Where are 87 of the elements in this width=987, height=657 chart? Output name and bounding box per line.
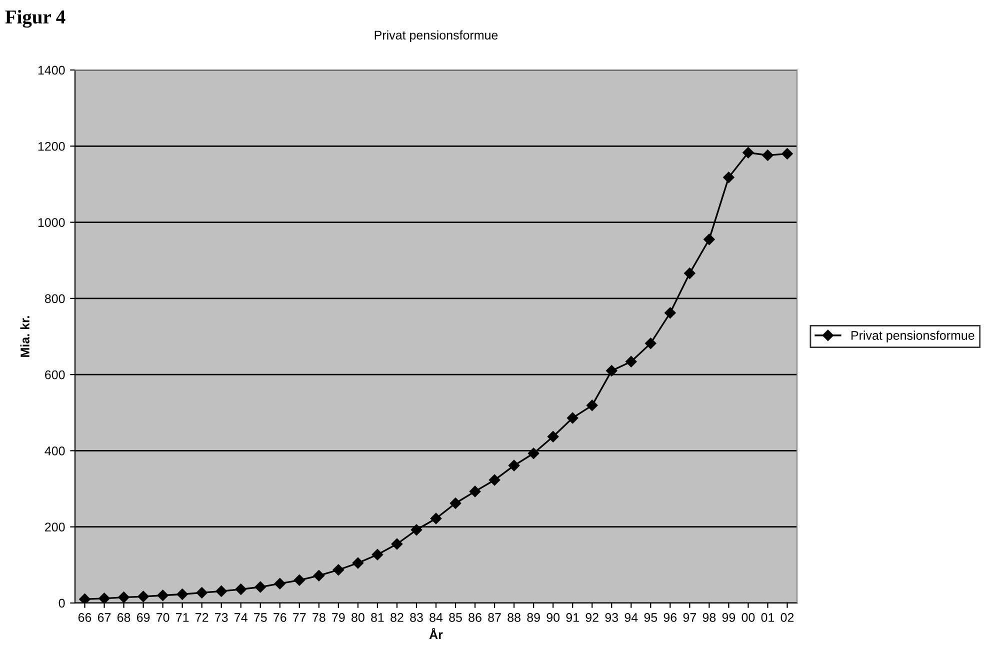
point	[684, 268, 696, 279]
y-tick-label: 800	[44, 294, 65, 304]
x-tick-label: 69	[136, 613, 150, 622]
point	[723, 172, 734, 183]
x-tick-label: 66	[78, 613, 92, 622]
point	[254, 581, 266, 593]
y-tick-label: 1400	[38, 66, 65, 75]
x-tick-label: 93	[605, 613, 618, 622]
point	[138, 590, 149, 602]
point	[488, 474, 500, 486]
x-tick-label: 92	[586, 613, 598, 622]
x-tick-label: 88	[508, 613, 520, 622]
point	[332, 564, 344, 576]
y-tick-label: 400	[44, 446, 65, 456]
legend-label: Privat pensionsformue	[851, 330, 974, 342]
x-tick-label: 74	[234, 613, 248, 622]
x-tick-label: 91	[566, 613, 579, 622]
point	[626, 356, 637, 368]
x-tick-label: 83	[410, 613, 423, 622]
y-tick-label: 600	[45, 370, 65, 380]
text: Figur 4	[5, 10, 66, 28]
point	[450, 498, 462, 509]
point	[79, 594, 90, 603]
x-tick-label: 01	[761, 613, 774, 622]
y-axis-title: Mia. kr.	[20, 316, 30, 357]
x-tick-label: 78	[312, 613, 326, 622]
point	[157, 590, 168, 601]
point	[98, 592, 110, 603]
point	[782, 148, 793, 160]
point	[586, 400, 598, 412]
point	[664, 307, 676, 318]
point	[606, 365, 618, 376]
y-tick-label: 200	[45, 522, 65, 532]
point	[704, 234, 715, 246]
y-tick-label: 0	[58, 598, 65, 608]
x-tick-label: 02	[780, 613, 794, 622]
x-tick-label: 84	[430, 613, 443, 622]
x-tick-label: 98	[702, 613, 716, 622]
point	[313, 570, 325, 582]
x-tick-label: 90	[546, 613, 560, 622]
x-tick-label: 97	[683, 613, 696, 622]
x-tick-label: 95	[644, 613, 658, 622]
point	[762, 150, 774, 161]
point	[118, 592, 130, 603]
x-tick-label: 70	[156, 613, 170, 622]
x-tick-label: 67	[98, 613, 111, 622]
x-tick-label: 72	[196, 613, 208, 622]
x-tick-label: 73	[215, 613, 228, 622]
x-tick-label: 77	[293, 613, 306, 622]
x-tick-label: 82	[390, 613, 404, 622]
point	[235, 584, 246, 595]
point	[410, 524, 422, 536]
point	[742, 147, 754, 158]
x-tick-label: 00	[742, 613, 755, 622]
point	[391, 538, 403, 550]
point	[566, 412, 578, 424]
x-tick-label: 94	[624, 613, 638, 622]
point	[372, 549, 384, 560]
point	[430, 512, 442, 524]
x-tick-label: 68	[117, 613, 130, 622]
y-tick-label: 1200	[38, 142, 65, 151]
x-tick-label: 71	[176, 613, 189, 622]
x-tick-label: 75	[254, 613, 267, 622]
chart-title: Privat pensionsformue	[374, 30, 498, 42]
x-tick-label: 87	[488, 613, 501, 622]
point	[176, 588, 188, 600]
point	[196, 587, 208, 598]
point	[274, 578, 286, 590]
point	[294, 574, 306, 586]
point	[352, 557, 364, 569]
x-tick-label: 80	[352, 613, 364, 622]
point	[469, 486, 481, 498]
point	[547, 431, 559, 442]
x-tick-label: 76	[274, 613, 286, 622]
point	[508, 460, 520, 472]
x-tick-label: 85	[449, 613, 462, 622]
point	[528, 448, 540, 459]
x-tick-label: 86	[468, 613, 482, 622]
x-tick-label: 96	[664, 613, 677, 622]
point	[645, 338, 656, 349]
x-axis-title: År	[429, 628, 443, 639]
x-tick-label: 89	[527, 613, 540, 622]
x-tick-label: 79	[332, 613, 345, 622]
point	[216, 586, 227, 597]
y-tick-label: 1000	[38, 218, 65, 227]
x-tick-label: 99	[722, 613, 736, 622]
x-tick-label: 81	[371, 613, 384, 622]
